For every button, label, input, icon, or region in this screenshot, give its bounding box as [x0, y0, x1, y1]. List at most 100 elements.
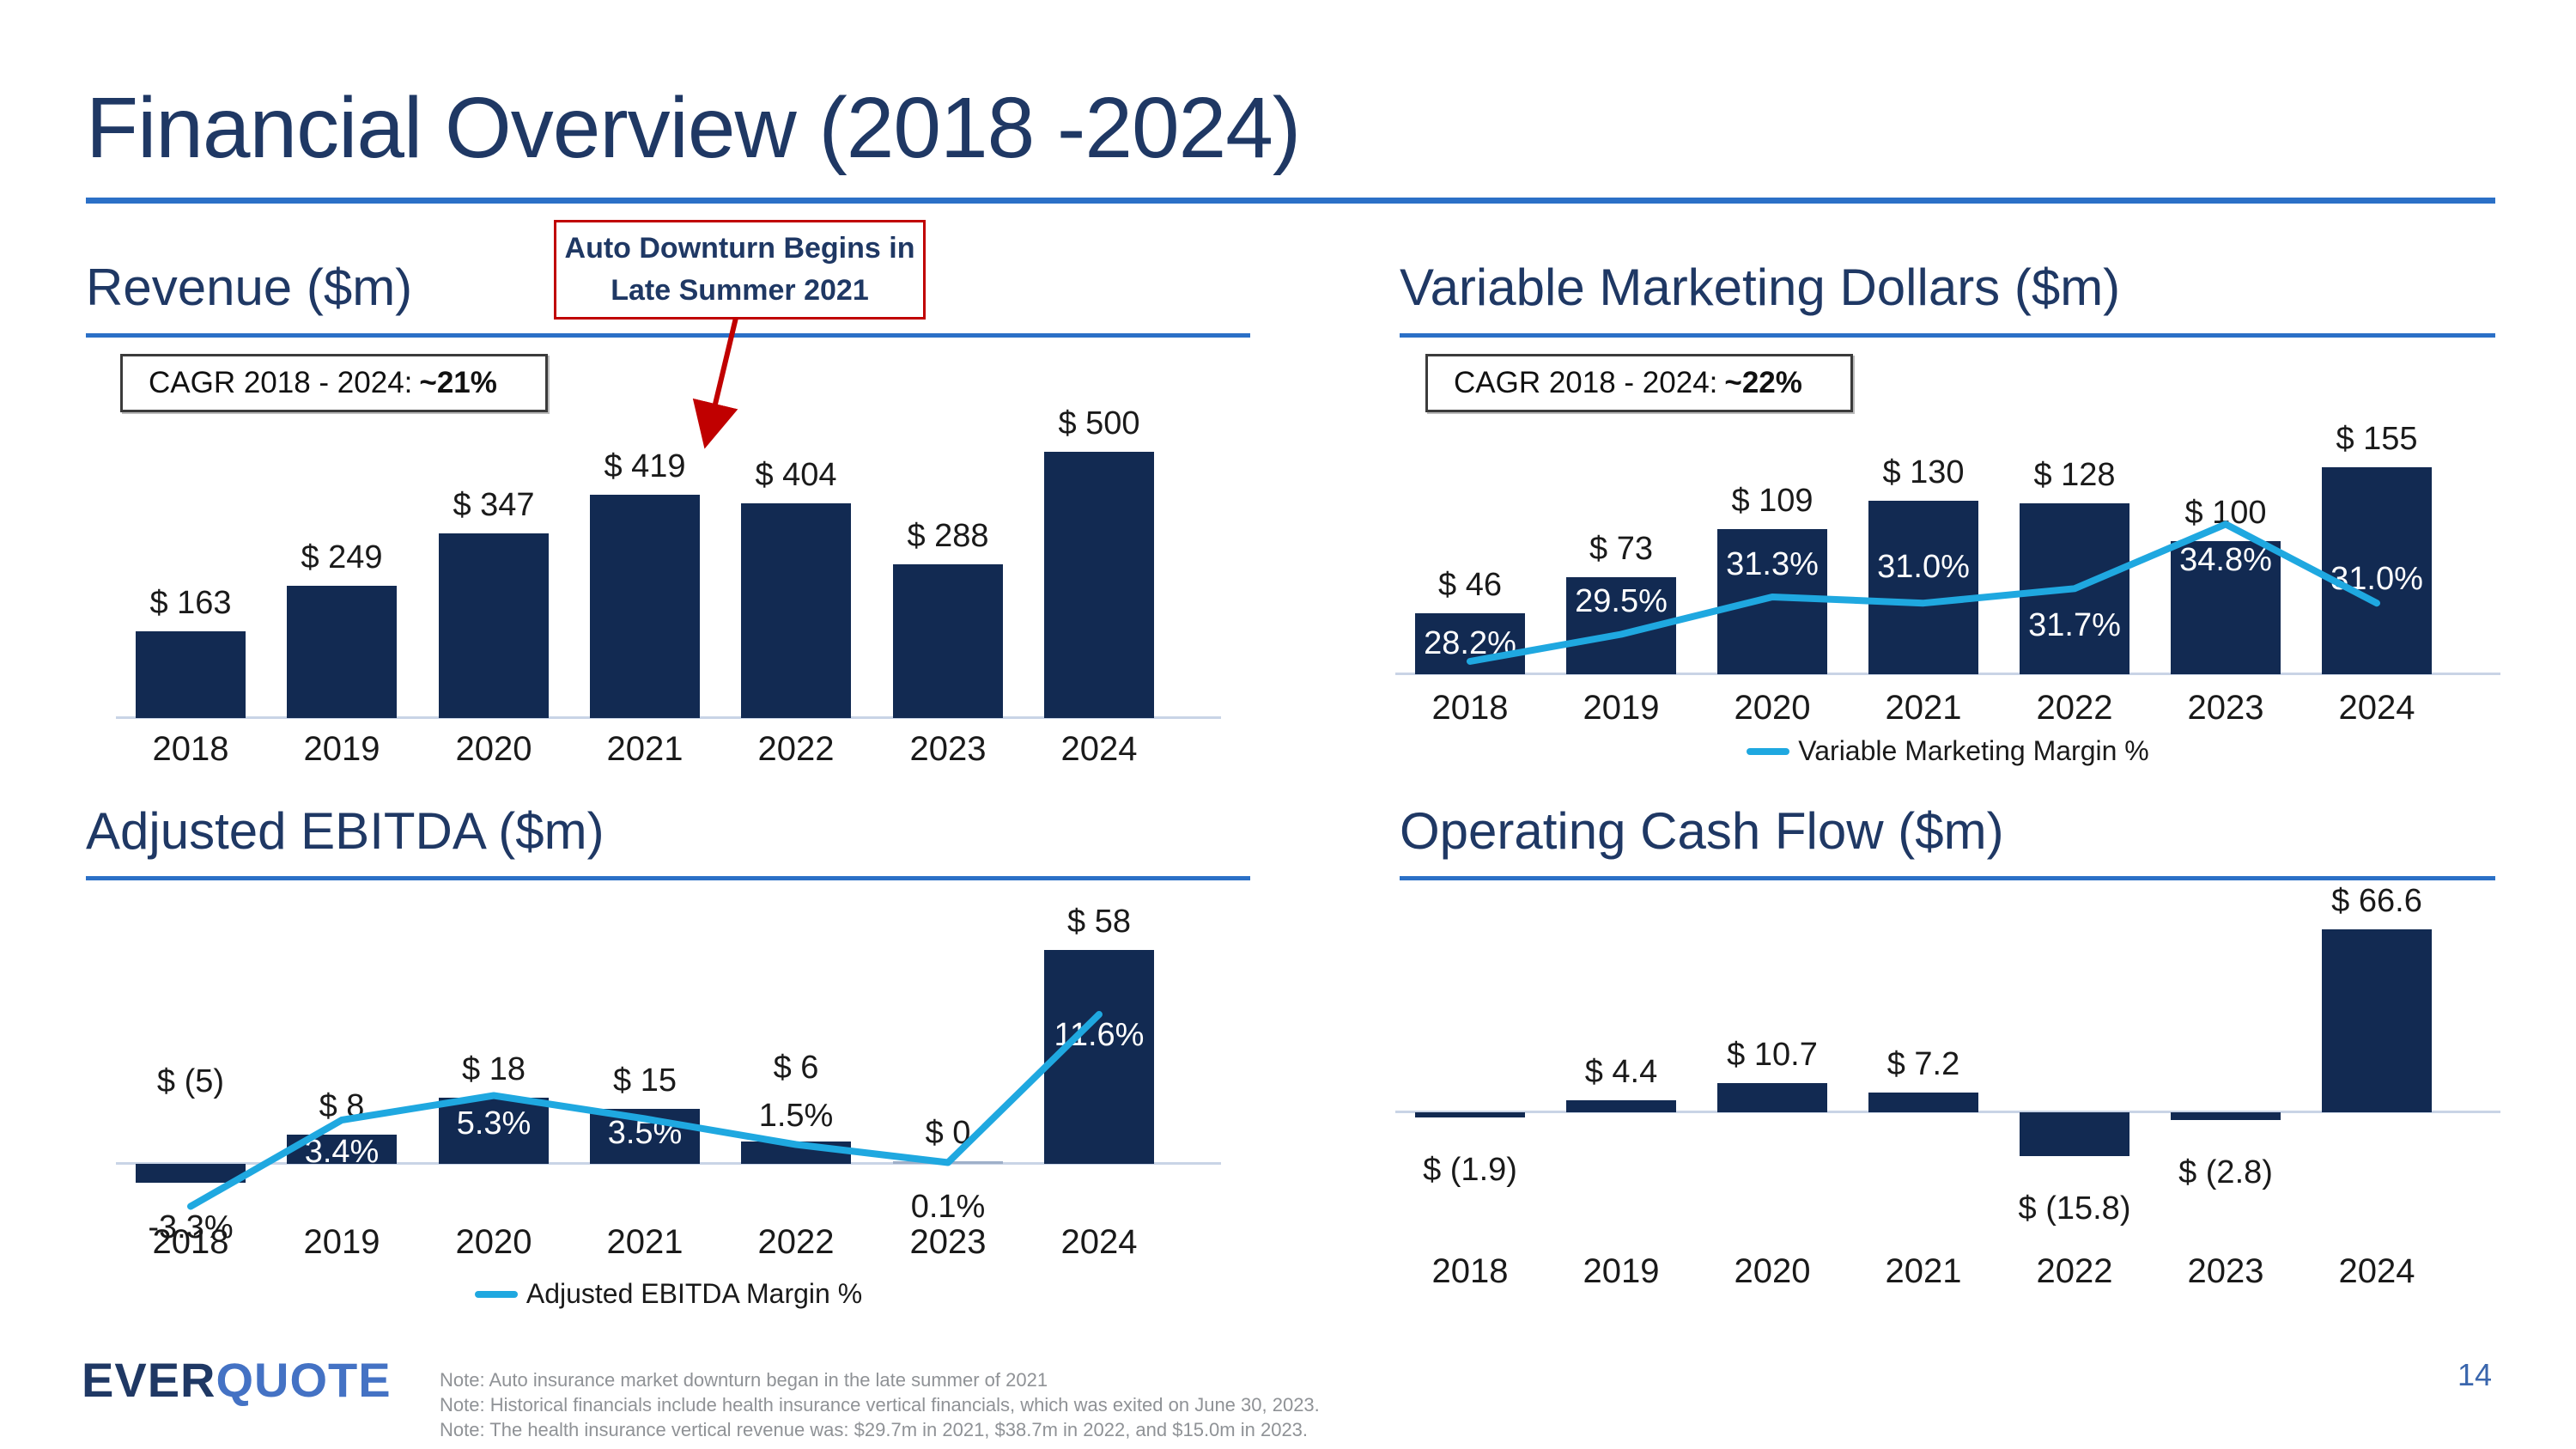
bar-value-label: $ 249 — [301, 539, 383, 575]
ebitda-legend: Adjusted EBITDA Margin % — [116, 1278, 1221, 1310]
x-axis-tick-label: 2023 — [2187, 689, 2264, 727]
bar-value-label: $ 130 — [1882, 454, 1965, 491]
bar-value-label: $ (1.9) — [1423, 1152, 1517, 1189]
bar-value-label: $ 347 — [453, 486, 535, 523]
revenue-section-divider — [86, 333, 1250, 338]
x-axis-tick-label: 2022 — [757, 730, 835, 768]
logo-ever: EVER — [82, 1353, 216, 1407]
margin-percent-label: 31.7% — [2028, 607, 2121, 643]
x-axis-tick-label: 2021 — [606, 1223, 683, 1261]
ebitda-legend-label: Adjusted EBITDA Margin % — [526, 1278, 863, 1309]
margin-percent-label: 31.0% — [1877, 549, 1970, 585]
bar — [1415, 1112, 1525, 1118]
bar — [2020, 1112, 2129, 1156]
page-number: 14 — [2458, 1357, 2493, 1392]
bar — [1044, 452, 1154, 718]
ebitda-section-divider — [86, 876, 1250, 880]
x-axis-tick-label: 2023 — [2187, 1252, 2264, 1290]
bar — [1868, 501, 1978, 674]
x-axis-tick-label: 2022 — [2036, 1252, 2113, 1290]
x-axis-tick-label: 2021 — [1885, 1252, 1962, 1290]
bar-value-label: $ 6 — [773, 1050, 819, 1086]
footnotes: Note: Auto insurance market downturn beg… — [440, 1367, 1320, 1442]
ebitda-legend-line-swatch — [474, 1290, 518, 1298]
bar-value-label: $ 10.7 — [1727, 1036, 1818, 1073]
x-axis-tick-label: 2019 — [303, 730, 380, 768]
x-axis-tick-label: 2020 — [1734, 689, 1811, 727]
everquote-logo: EVERQUOTE — [82, 1352, 392, 1408]
bar-value-label: $ 18 — [462, 1050, 526, 1087]
bar-value-label: $ 100 — [2184, 494, 2267, 531]
x-axis-tick-label: 2018 — [1431, 689, 1509, 727]
vmd-cagr-value: ~22% — [1724, 366, 1802, 399]
footnote-2: Note: Historical financials include heal… — [440, 1394, 1320, 1416]
x-axis-tick-label: 2019 — [1583, 689, 1660, 727]
bar-value-label: $ 58 — [1067, 903, 1131, 940]
footnote-3: Note: The health insurance vertical reve… — [440, 1419, 1309, 1440]
bar-value-label: $ 128 — [2033, 457, 2116, 494]
auto-downturn-callout: Auto Downturn Begins in Late Summer 2021 — [554, 220, 926, 320]
bar — [2322, 928, 2432, 1112]
margin-percent-label: 29.5% — [1575, 583, 1668, 619]
bar-value-label: $ 46 — [1438, 566, 1502, 603]
vmd-cagr-box: CAGR 2018 - 2024: ~22% — [1425, 354, 1853, 412]
bar — [1868, 1092, 1978, 1112]
x-axis-tick-label: 2022 — [2036, 689, 2113, 727]
x-axis-tick-label: 2019 — [1583, 1252, 1660, 1290]
x-axis-tick-label: 2023 — [909, 1223, 987, 1261]
bar — [741, 1142, 851, 1164]
bar-value-label: $ 66.6 — [2331, 882, 2422, 919]
bar-value-label: $ 500 — [1058, 405, 1140, 441]
bar — [893, 564, 1003, 718]
x-axis-tick-label: 2022 — [757, 1223, 835, 1261]
bar-value-label: $ 155 — [2336, 421, 2418, 458]
bar-value-label: $ (15.8) — [2018, 1190, 2131, 1227]
bar — [136, 630, 246, 718]
margin-percent-label: 28.2% — [1424, 625, 1516, 661]
ocf-section-divider — [1400, 876, 2495, 880]
x-axis-tick-label: 2024 — [2338, 689, 2415, 727]
margin-percent-label: 0.1% — [910, 1189, 986, 1225]
x-axis-tick-label: 2021 — [1885, 689, 1962, 727]
x-axis-tick-label: 2024 — [2338, 1252, 2415, 1290]
callout-line2: Late Summer 2021 — [611, 274, 869, 307]
revenue-cagr-label: CAGR 2018 - 2024: — [149, 366, 413, 399]
x-axis-tick-label: 2020 — [1734, 1252, 1811, 1290]
x-axis-tick-label: 2024 — [1060, 730, 1138, 768]
x-axis-tick-label: 2018 — [152, 730, 229, 768]
bar — [287, 585, 397, 718]
bar-value-label: $ (2.8) — [2178, 1154, 2273, 1190]
bar-value-label: $ 419 — [604, 448, 686, 485]
footnote-1: Note: Auto insurance market downturn beg… — [440, 1369, 1048, 1391]
bar — [590, 495, 700, 718]
margin-percent-label: 34.8% — [2179, 542, 2272, 578]
bar-value-label: $ 163 — [149, 584, 232, 621]
margin-percent-label: 31.3% — [1726, 546, 1819, 582]
x-axis-tick-label: 2024 — [1060, 1223, 1138, 1261]
revenue-cagr-value: ~21% — [419, 366, 497, 399]
margin-percent-label: 1.5% — [758, 1098, 834, 1134]
bar — [893, 1161, 1003, 1164]
bar-value-label: $ 7.2 — [1886, 1045, 1960, 1082]
bar-value-label: $ 288 — [907, 518, 989, 555]
x-axis-tick-label: 2018 — [152, 1223, 229, 1261]
page-title: Financial Overview (2018 -2024) — [86, 80, 1301, 176]
bar — [2020, 503, 2129, 674]
x-axis-tick-label: 2023 — [909, 730, 987, 768]
bar-value-label: $ 0 — [925, 1115, 971, 1151]
vmd-legend: Variable Marketing Margin % — [1395, 735, 2500, 767]
ebitda-chart-title: Adjusted EBITDA ($m) — [86, 802, 605, 860]
bar-value-label: $ 8 — [319, 1087, 365, 1124]
margin-percent-label: 5.3% — [456, 1105, 532, 1142]
x-axis-tick-label: 2020 — [455, 1223, 532, 1261]
margin-percent-label: 11.6% — [1054, 1017, 1145, 1053]
margin-percent-label: 3.4% — [304, 1134, 380, 1170]
margin-percent-label: 31.0% — [2330, 561, 2423, 597]
revenue-cagr-box: CAGR 2018 - 2024: ~21% — [120, 354, 548, 412]
bar — [1044, 949, 1154, 1164]
bar — [741, 502, 851, 718]
margin-percent-label: 3.5% — [607, 1115, 683, 1151]
bar-value-label: $ 109 — [1731, 482, 1814, 519]
callout-line1: Auto Downturn Begins in — [564, 231, 915, 265]
x-axis-tick-label: 2021 — [606, 730, 683, 768]
